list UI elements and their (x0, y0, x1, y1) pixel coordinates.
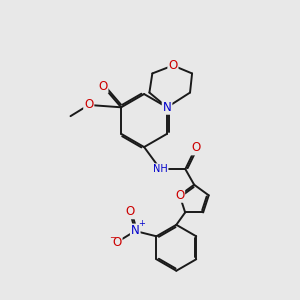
Text: N: N (131, 224, 140, 238)
Text: −: − (109, 233, 116, 242)
Text: N: N (163, 101, 171, 114)
Text: O: O (191, 141, 200, 154)
Text: NH: NH (153, 164, 168, 174)
Text: O: O (125, 206, 135, 218)
Text: O: O (112, 236, 122, 249)
Text: O: O (175, 189, 184, 202)
Text: O: O (168, 59, 178, 72)
Text: +: + (138, 219, 145, 228)
Text: O: O (98, 80, 107, 93)
Text: O: O (84, 98, 93, 111)
